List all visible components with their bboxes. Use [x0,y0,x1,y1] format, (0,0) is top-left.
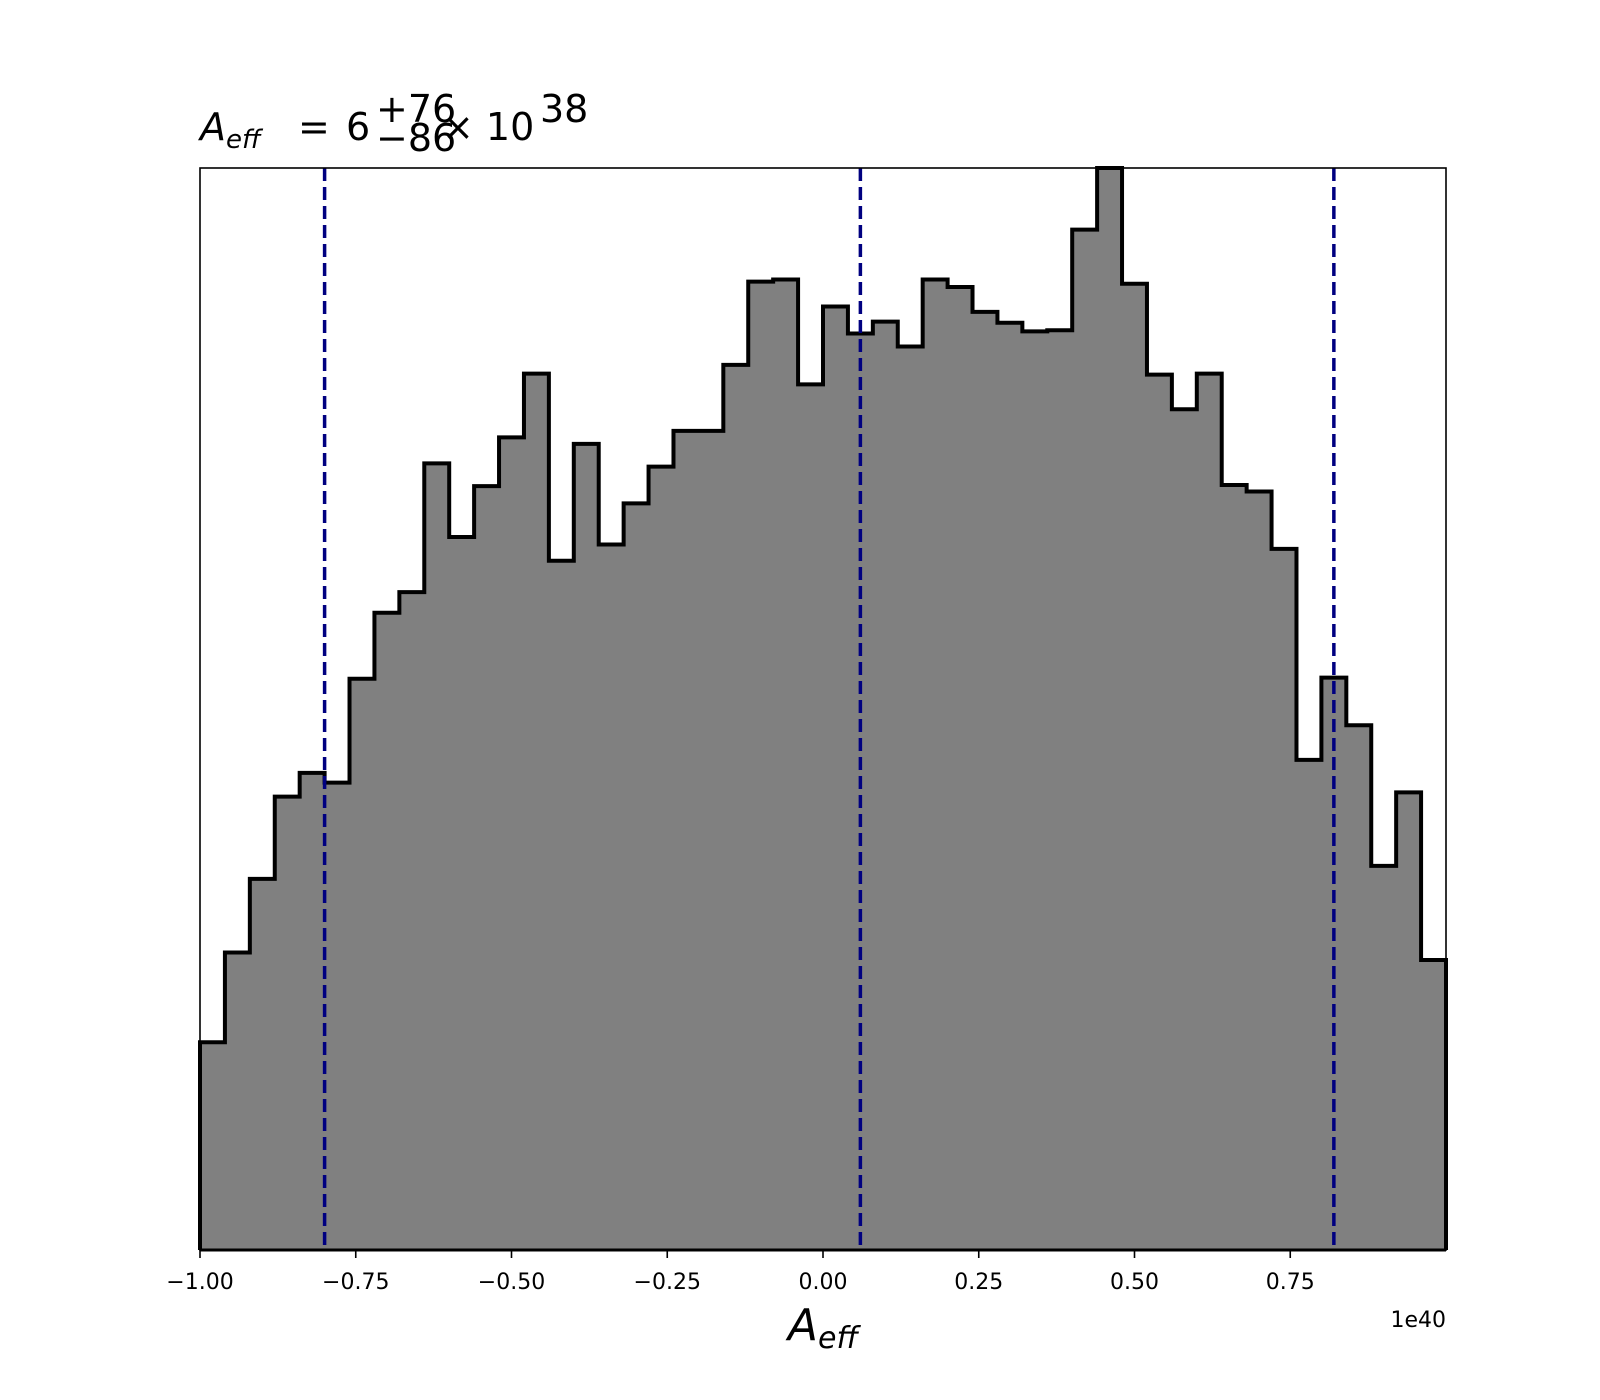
x-tick-label: −1.00 [166,1270,233,1295]
x-tick-label: 0.25 [954,1270,1003,1295]
title-times-ten: × 10 [442,105,534,149]
histogram-bar [748,281,774,1250]
histogram-bar [1421,960,1447,1250]
histogram-bar [573,443,600,1250]
histogram-bar [1321,677,1347,1250]
histogram-bar [499,437,525,1251]
histogram-bar [224,952,251,1250]
histogram-bar [972,311,999,1250]
histogram-bar [424,463,450,1250]
histogram-bar [274,796,301,1250]
histogram-bar [922,279,949,1250]
histogram-bar [773,279,799,1250]
histogram-bar [374,612,400,1250]
histogram-bar [673,430,699,1250]
chart-title: Aeff = 6 +76 −86 × 10 38 [197,87,588,160]
x-axis-label-symbol: A [785,1300,818,1351]
x-tick-label: −0.75 [322,1270,389,1295]
title-subscript: eff [226,125,264,155]
histogram-bar [798,384,824,1250]
histogram-bar [474,486,500,1250]
title-symbol: A [197,105,226,149]
histogram-bar [1396,792,1422,1250]
title-base: 6 [346,105,370,149]
histogram-bar [324,782,351,1250]
title-exponent: 38 [540,87,588,131]
histogram-bar [548,560,575,1250]
histogram-bar [1346,725,1372,1250]
histogram-bar [1047,330,1073,1250]
histogram-bar [698,430,724,1250]
title-equals: = [298,105,330,149]
histogram-bar [1246,491,1273,1250]
x-tick-label: 0.00 [799,1270,848,1295]
histogram-bar [449,536,475,1250]
histogram-bar [823,306,849,1251]
title-upper-error: +76 [376,87,456,131]
histogram-bar [648,466,675,1251]
x-axis-ticks: −1.00 −0.75 −0.50 −0.25 0.00 0.25 0.50 0.75 [166,1250,1315,1295]
histogram-bar [1196,373,1223,1251]
histogram-bar [1371,865,1397,1250]
histogram-bar [1072,229,1098,1250]
histogram-bar [1122,283,1148,1250]
histogram-bar [723,364,749,1250]
x-axis-label-subscript: eff [818,1321,861,1356]
x-axis-label: Aeff [785,1300,862,1356]
histogram-bar [249,878,276,1250]
quantile-lines [322,168,1336,1250]
histogram-bar [997,322,1023,1250]
histogram-bar [523,373,550,1251]
histogram-bar [623,503,650,1250]
histogram-bar [1171,409,1198,1250]
histogram-bar [847,333,874,1250]
histogram-bar [1146,374,1173,1250]
histogram-bar [1296,759,1322,1250]
histogram-bar [872,321,899,1250]
histogram-bar [897,346,924,1250]
histogram-bar [1097,168,1123,1250]
title-main: Aeff [197,105,264,155]
histogram-bar [299,772,326,1250]
histogram-bar [1022,331,1048,1251]
x-offset-label: 1e40 [1390,1308,1446,1333]
x-tick-label: −0.25 [634,1270,701,1295]
histogram-step-outline [198,166,1448,1250]
histogram-bar [1221,485,1248,1250]
histogram-bar [349,678,376,1250]
histogram-bar [947,287,974,1250]
x-tick-label: 0.50 [1110,1270,1159,1295]
histogram-bar [598,544,625,1250]
x-tick-label: 0.75 [1266,1270,1315,1295]
histogram-bar [1271,548,1298,1250]
x-tick-label: −0.50 [478,1270,545,1295]
title-lower-error: −86 [376,116,456,160]
histogram-bar [200,1042,226,1250]
histogram-bar [399,592,425,1250]
plot-area [198,166,1448,1252]
